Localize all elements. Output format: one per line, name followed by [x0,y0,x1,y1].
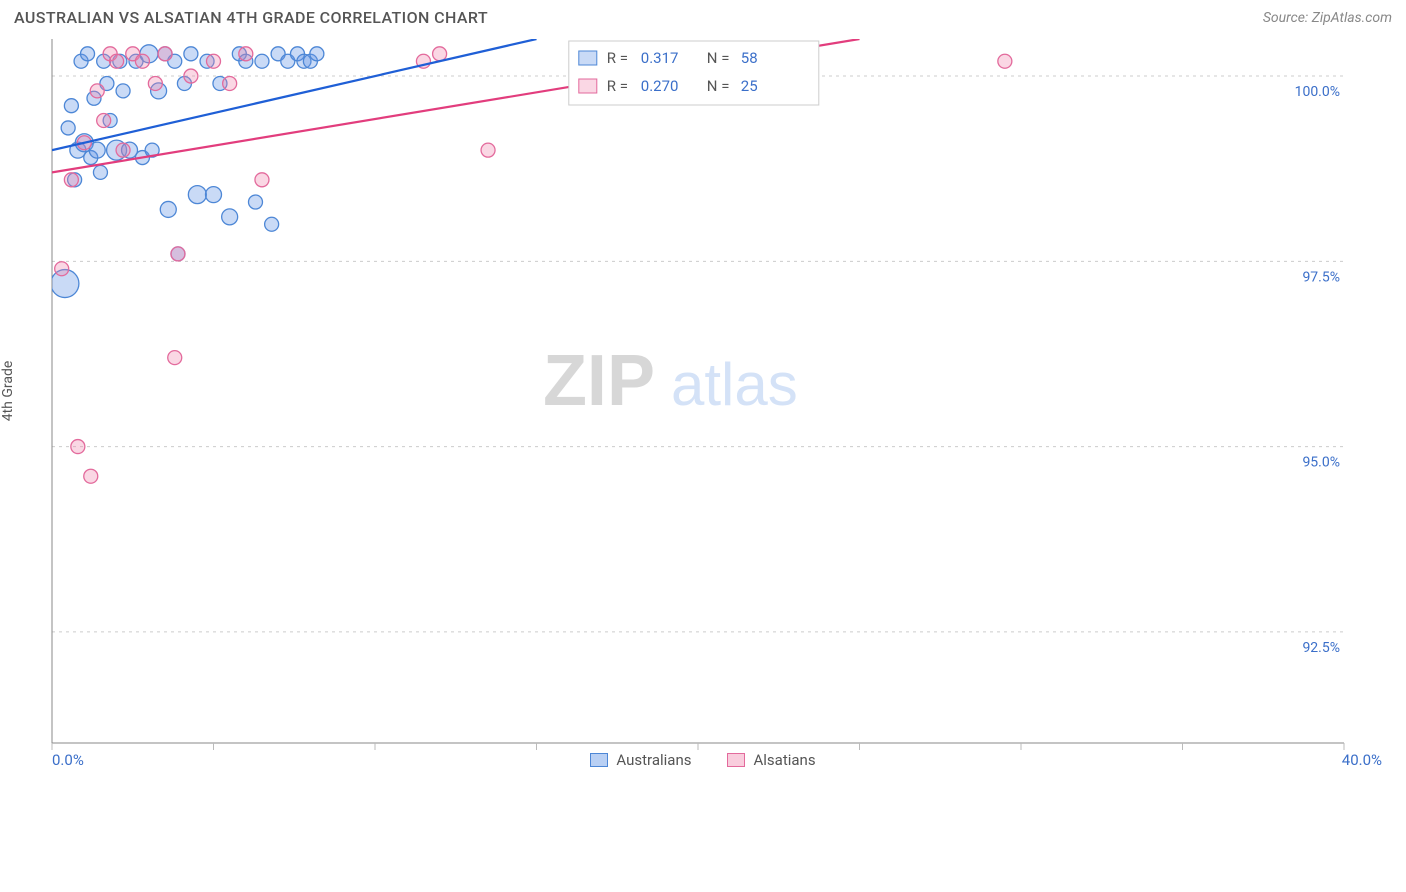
chart-source: Source: ZipAtlas.com [1263,10,1392,26]
scatter-point [148,76,162,90]
series-legend: Australians Alsatians [14,751,1392,769]
y-tick-label: 95.0% [1302,455,1340,471]
legend-item: Alsatians [727,751,815,769]
legend-swatch [579,51,597,65]
stat-r-label: R = [607,77,628,95]
y-axis-label: 4th Grade [0,361,16,422]
scatter-point [223,76,237,90]
scatter-point [64,99,78,113]
scatter-point [110,54,124,68]
stat-n-label: N = [707,49,730,67]
scatter-point [998,54,1012,68]
scatter-point [222,209,238,225]
svg-text:ZIP: ZIP [543,341,655,421]
y-tick-label: 100.0% [1295,84,1340,100]
stat-n-value: 25 [741,77,758,95]
scatter-point [248,195,262,209]
scatter-chart: 100.0% 97.5% 95.0% 92.5% ZIPatlas R = 0.317 N =… [14,33,1354,793]
scatter-point [188,186,206,204]
y-tick-label: 97.5% [1302,269,1340,285]
scatter-point [61,121,75,135]
scatter-point [71,440,85,454]
scatter-point [160,201,176,217]
scatter-point [93,165,107,179]
stat-n-value: 58 [741,49,758,67]
scatter-point [84,469,98,483]
legend-item: Australians [590,751,691,769]
scatter-point [265,217,279,231]
chart-title: AUSTRALIAN VS ALSATIAN 4TH GRADE CORRELA… [14,8,488,27]
scatter-point [135,54,149,68]
scatter-point [171,247,185,261]
scatter-point [255,173,269,187]
legend-swatch [590,753,608,767]
svg-text:atlas: atlas [671,351,798,418]
scatter-point [116,84,130,98]
scatter-point [97,114,111,128]
stat-r-value: 0.270 [641,77,679,95]
stat-r-label: R = [607,49,628,67]
legend-swatch [727,753,745,767]
scatter-point [184,47,198,61]
scatter-point [206,187,222,203]
scatter-point [81,47,95,61]
scatter-point [481,143,495,157]
chart-header: AUSTRALIAN VS ALSATIAN 4TH GRADE CORRELA… [0,0,1406,33]
scatter-point [55,262,69,276]
scatter-point [64,173,78,187]
scatter-point [184,69,198,83]
scatter-point [158,47,172,61]
y-tick-label: 92.5% [1302,640,1340,656]
legend-label: Australians [616,751,691,769]
scatter-point [168,351,182,365]
legend-label: Alsatians [753,751,815,769]
scatter-point [207,54,221,68]
watermark: ZIPatlas [543,341,798,421]
scatter-point [433,47,447,61]
stat-n-label: N = [707,77,730,95]
stat-r-value: 0.317 [641,49,679,67]
legend-swatch [579,79,597,93]
scatter-point [255,54,269,68]
chart-area: 4th Grade 100.0%97.5%95.0%92.5%ZIPatlasR… [14,33,1392,793]
scatter-point [116,143,130,157]
scatter-point [239,47,253,61]
scatter-point [310,47,324,61]
scatter-point [90,84,104,98]
